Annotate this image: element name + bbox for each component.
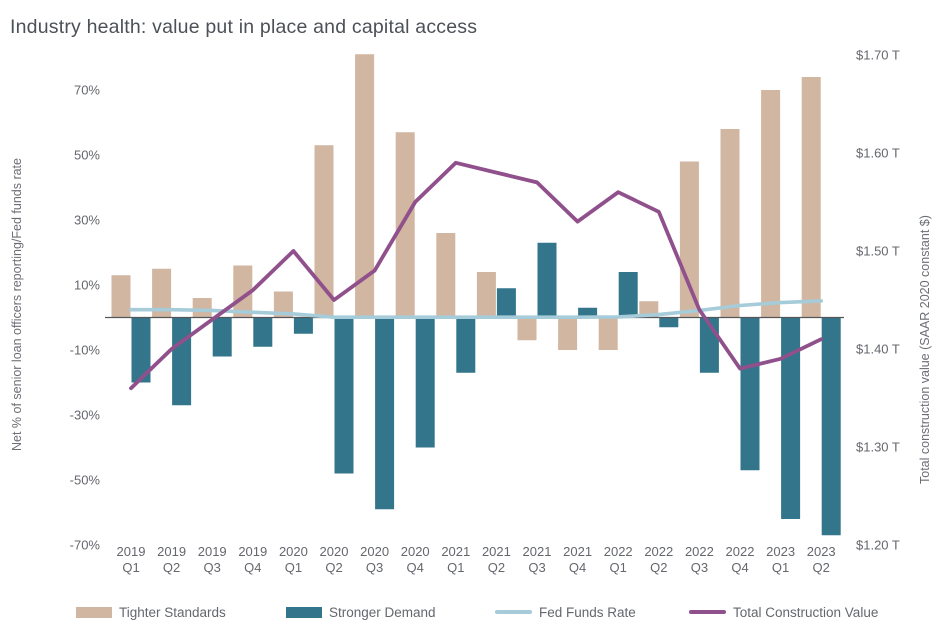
left-axis-tick: -50% [70, 473, 101, 488]
legend-label-fed-funds-rate: Fed Funds Rate [539, 604, 636, 620]
bar-tighter-standards-2019-q2 [152, 268, 172, 318]
x-axis-label: 2019 Q2 [157, 544, 186, 575]
right-axis-tick: $1.60 T [856, 146, 900, 161]
x-axis-label: 2019 Q3 [198, 544, 227, 575]
legend-swatch-tighter-standards [76, 606, 112, 618]
bar-tighter-standards-2022-q3 [679, 161, 699, 318]
bar-tighter-standards-2020-q2 [314, 145, 334, 318]
legend-label-tighter-standards: Tighter Standards [119, 604, 226, 620]
bar-stronger-demand-2023-q1 [781, 317, 801, 519]
bar-tighter-standards-2020-q4 [395, 132, 415, 318]
x-axis-label: 2023 Q2 [807, 544, 836, 575]
left-axis-tick: 50% [74, 148, 100, 163]
bar-tighter-standards-2019-q4 [233, 265, 253, 318]
bar-stronger-demand-2020-q1 [293, 317, 313, 334]
bar-stronger-demand-2022-q4 [740, 317, 760, 471]
x-axis-label: 2019 Q1 [117, 544, 146, 575]
left-axis-tick: -70% [70, 538, 101, 553]
x-axis-label: 2021 Q1 [441, 544, 470, 575]
legend-swatch-stronger-demand [286, 606, 322, 618]
bar-tighter-standards-2023-q2 [801, 77, 821, 318]
bar-stronger-demand-2022-q2 [659, 317, 679, 328]
legend-label-total-construction-value: Total Construction Value [733, 604, 879, 620]
left-axis-title: Net % of senior loan officers reporting/… [10, 158, 24, 452]
bar-tighter-standards-2021-q4 [558, 317, 578, 350]
x-axis-label: 2021 Q3 [523, 544, 552, 575]
bar-stronger-demand-2020-q4 [415, 317, 435, 448]
legend-label-stronger-demand: Stronger Demand [329, 604, 436, 620]
bar-stronger-demand-2019-q1 [131, 317, 151, 383]
left-axis-tick: 70% [74, 83, 100, 98]
legend-swatch-fed-funds-rate [495, 610, 532, 614]
x-axis-label: 2023 Q1 [766, 544, 795, 575]
legend-swatch-total-construction-value [689, 610, 726, 614]
bar-tighter-standards-2021-q2 [476, 272, 496, 318]
x-axis-label: 2020 Q1 [279, 544, 308, 575]
left-axis-tick: 30% [74, 213, 100, 228]
line-total-construction-value [129, 160, 824, 391]
bar-stronger-demand-2021-q1 [456, 317, 476, 373]
bar-stronger-demand-2022-q1 [618, 272, 638, 318]
bar-stronger-demand-2019-q3 [212, 317, 232, 357]
right-axis-tick: $1.30 T [856, 440, 900, 455]
left-axis-tick: -10% [70, 343, 101, 358]
bar-stronger-demand-2023-q2 [821, 317, 841, 536]
legend-item-total-construction-value: Total Construction Value [689, 598, 878, 626]
bar-tighter-standards-2020-q3 [355, 54, 375, 318]
bar-tighter-standards-2022-q4 [720, 129, 740, 318]
x-axis-label: 2022 Q3 [685, 544, 714, 575]
x-axis-label: 2020 Q4 [401, 544, 430, 575]
bar-tighter-standards-2020-q1 [273, 291, 293, 318]
bar-stronger-demand-2021-q3 [537, 242, 557, 318]
bar-tighter-standards-2021-q3 [517, 317, 537, 341]
bar-stronger-demand-2019-q2 [172, 317, 192, 406]
chart-title: Industry health: value put in place and … [10, 16, 478, 38]
x-axis-label: 2022 Q4 [726, 544, 755, 575]
x-axis-label: 2021 Q2 [482, 544, 511, 575]
legend-item-tighter-standards: Tighter Standards [76, 598, 226, 626]
legend-item-fed-funds-rate: Fed Funds Rate [495, 598, 636, 626]
bar-stronger-demand-2020-q3 [375, 317, 395, 510]
right-axis-tick: $1.70 T [856, 48, 900, 63]
bar-stronger-demand-2021-q2 [496, 288, 516, 318]
bar-tighter-standards-2022-q1 [598, 317, 618, 350]
bar-tighter-standards-2019-q3 [192, 298, 212, 318]
line-fed-funds-rate [129, 299, 824, 320]
chart-canvas: 70% 50% 30% 10% -10% -30% -50% -70% $1.70 T $1.60… [70, 48, 900, 576]
x-axis-label: 2022 Q1 [604, 544, 633, 575]
x-axis-label: 2019 Q4 [238, 544, 267, 575]
legend-item-stronger-demand: Stronger Demand [286, 598, 436, 626]
right-axis-tick: $1.50 T [856, 244, 900, 259]
x-axis-label: 2021 Q4 [563, 544, 592, 575]
left-axis-tick: -30% [70, 408, 101, 423]
left-axis-tick: 10% [74, 278, 100, 293]
bar-tighter-standards-2021-q1 [436, 233, 456, 318]
bar-tighter-standards-2023-q1 [761, 90, 781, 318]
bar-tighter-standards-2019-q1 [111, 275, 131, 318]
bar-stronger-demand-2021-q4 [578, 307, 598, 318]
right-axis-tick: $1.20 T [856, 538, 900, 553]
x-axis-label: 2020 Q2 [320, 544, 349, 575]
x-axis-label: 2020 Q3 [360, 544, 389, 575]
chart-legend: Tighter Standards Stronger Demand Fed Fu… [0, 598, 947, 628]
bar-stronger-demand-2019-q4 [253, 317, 273, 347]
x-axis-label: 2022 Q2 [644, 544, 673, 575]
right-axis-title: Total construction value (SAAR 2020 cons… [918, 215, 932, 485]
bar-stronger-demand-2020-q2 [334, 317, 354, 474]
right-axis-tick: $1.40 T [856, 342, 900, 357]
